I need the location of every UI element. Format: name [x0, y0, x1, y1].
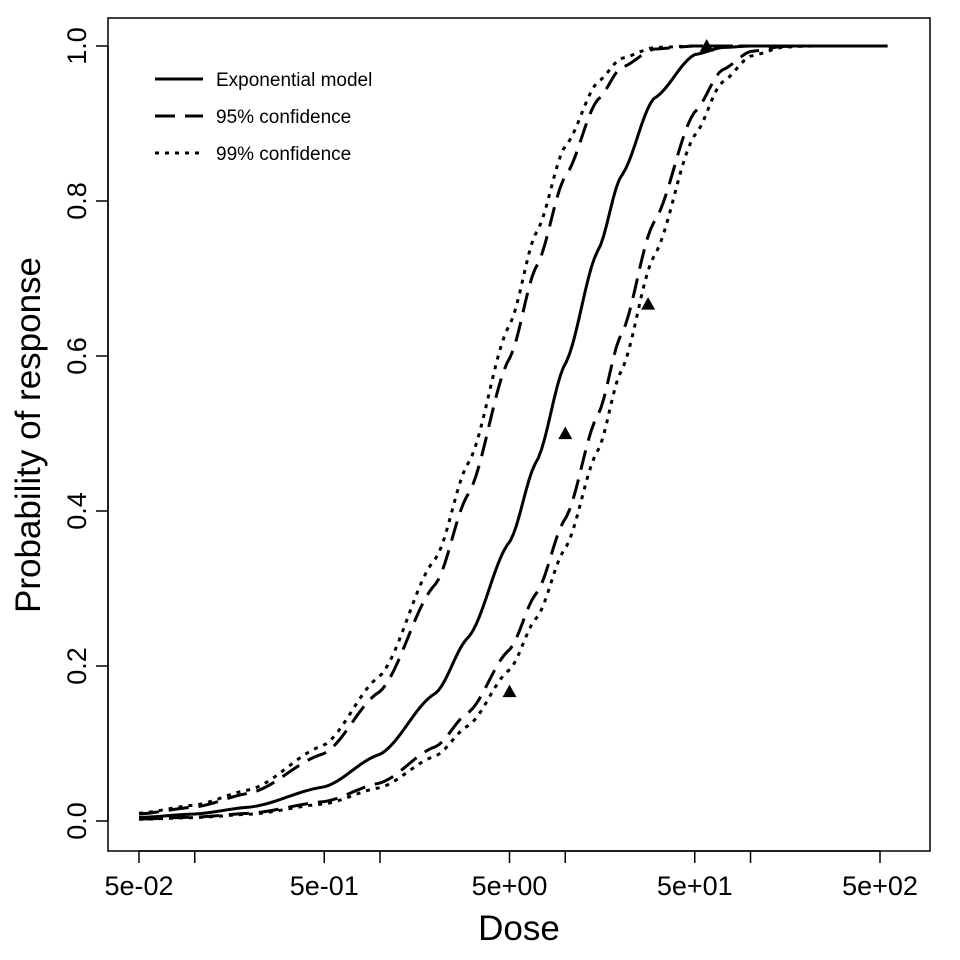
- y-axis-title: Probability of response: [9, 257, 48, 613]
- series-line-dashed: [138, 44, 888, 821]
- series-line-dotted: [138, 44, 888, 815]
- y-tick-label: 0.2: [62, 647, 92, 685]
- data-point: [502, 684, 517, 698]
- x-tick-label: 5e+01: [657, 871, 733, 901]
- series-line-dashed: [138, 44, 888, 816]
- data-point: [641, 297, 656, 310]
- y-tick-label: 0.4: [62, 492, 92, 530]
- legend-label: 99% confidence: [216, 144, 351, 165]
- x-tick-label: 5e+00: [472, 871, 548, 901]
- y-axis: 0.0 0.2 0.4 0.6 0.8 1.0: [62, 27, 109, 840]
- x-axis-title: Dose: [478, 909, 560, 948]
- model-curves: [138, 44, 888, 821]
- x-tick-label: 5e+02: [842, 871, 918, 901]
- data-point: [558, 426, 573, 440]
- legend-label: Exponential model: [216, 70, 372, 91]
- y-tick-label: 0.0: [62, 802, 92, 840]
- legend: Exponential model 95% confidence 99% confi…: [155, 70, 372, 165]
- series-line-dotted: [138, 44, 888, 821]
- y-tick-label: 0.6: [62, 337, 92, 375]
- y-tick-label: 0.8: [62, 182, 92, 220]
- x-tick-label: 5e-01: [290, 871, 359, 901]
- x-axis: 5e-02 5e-01 5e+00 5e+01 5e+02: [104, 850, 918, 901]
- plot-frame: [107, 17, 931, 852]
- y-tick-label: 1.0: [62, 27, 92, 65]
- x-tick-label: 5e-02: [104, 871, 173, 901]
- observed-points: [502, 39, 714, 698]
- legend-label: 95% confidence: [216, 107, 351, 128]
- data-point: [699, 39, 714, 52]
